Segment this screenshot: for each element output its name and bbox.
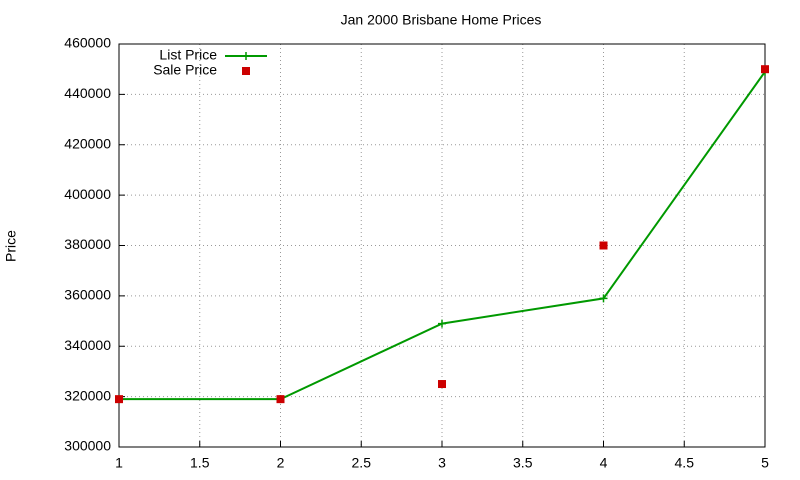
x-tick-label: 5 [761, 455, 769, 471]
x-tick-label: 2.5 [352, 455, 372, 471]
legend-label: Sale Price [153, 62, 217, 78]
legend-marker [242, 52, 250, 60]
y-tick-label: 360000 [64, 287, 111, 303]
legend-label: List Price [159, 47, 217, 63]
x-tick-label: 4 [600, 455, 608, 471]
y-tick-label: 400000 [64, 186, 111, 202]
y-tick-label: 340000 [64, 337, 111, 353]
data-point [761, 65, 769, 74]
legend-marker [242, 67, 250, 75]
data-point [438, 319, 446, 328]
y-axis-label: Price [3, 230, 19, 262]
x-tick-label: 4.5 [675, 455, 695, 471]
data-point [438, 380, 446, 389]
y-tick-label: 380000 [64, 236, 111, 252]
data-point [599, 241, 608, 250]
chart-title: Jan 2000 Brisbane Home Prices [341, 12, 542, 28]
x-tick-label: 2 [277, 455, 285, 471]
y-tick-label: 460000 [64, 35, 111, 51]
x-tick-label: 1.5 [190, 455, 210, 471]
y-tick-label: 440000 [64, 85, 111, 101]
plot-border [118, 43, 766, 448]
data-point [599, 294, 608, 303]
x-tick-label: 1 [115, 455, 123, 471]
x-tick-label: 3 [438, 455, 446, 471]
data-point [276, 395, 285, 404]
y-tick-label: 320000 [64, 387, 111, 403]
y-tick-label: 420000 [64, 135, 111, 151]
y-tick-label: 300000 [64, 438, 111, 454]
data-point [115, 395, 123, 404]
x-tick-label: 3.5 [513, 455, 533, 471]
